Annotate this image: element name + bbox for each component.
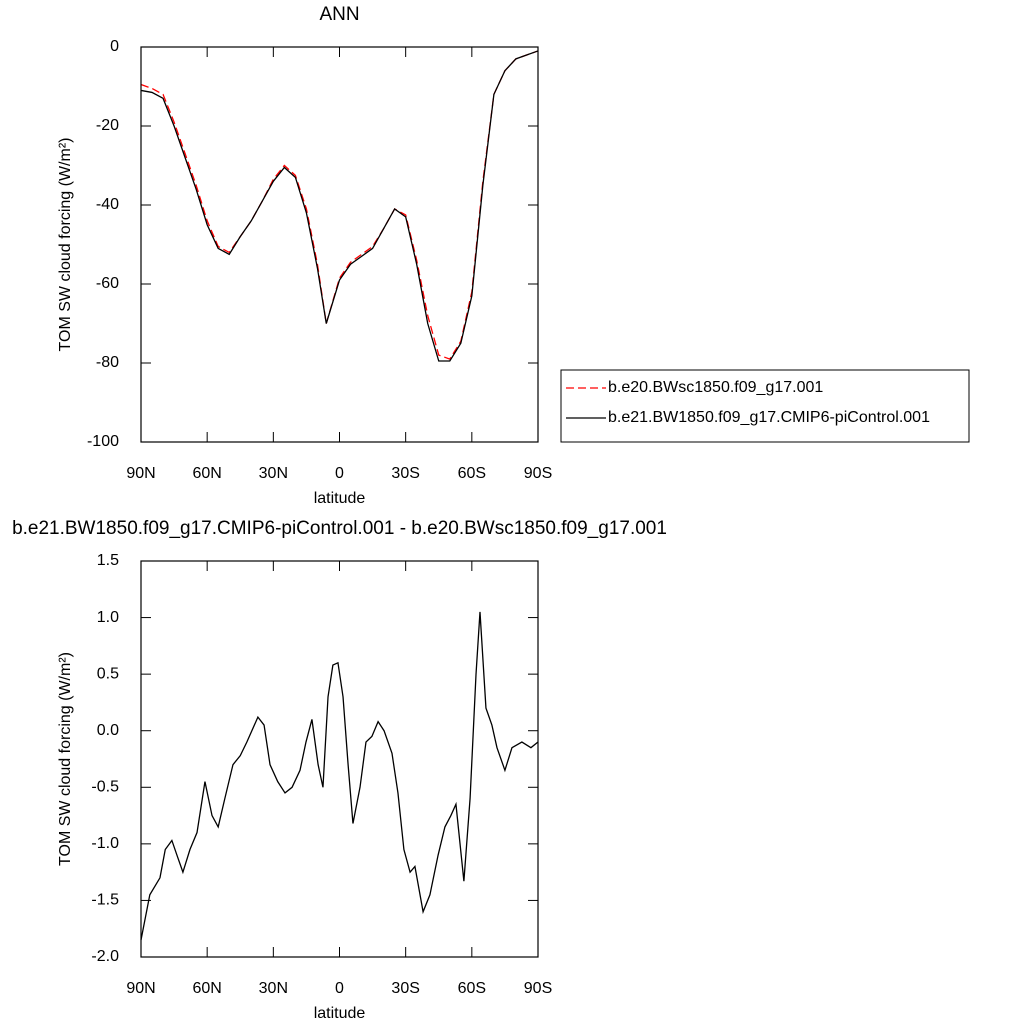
x-tick-label: 0 bbox=[335, 980, 344, 997]
y-tick-label: 0.5 bbox=[97, 665, 119, 682]
y-tick-label: 0.0 bbox=[97, 722, 119, 739]
y-tick-label: -1.0 bbox=[91, 835, 119, 852]
y-tick-label: 1.0 bbox=[97, 609, 119, 626]
legend-label: b.e20.BWsc1850.f09_g17.001 bbox=[608, 379, 823, 396]
x-tick-label: 60S bbox=[458, 980, 486, 997]
y-axis-label: TOM SW cloud forcing (W/m²) bbox=[57, 652, 74, 866]
x-tick-label: 90S bbox=[524, 980, 552, 997]
x-axis-label: latitude bbox=[314, 490, 366, 507]
x-tick-label: 90N bbox=[126, 980, 155, 997]
x-axis-label: latitude bbox=[314, 1005, 366, 1022]
chart-title: b.e21.BW1850.f09_g17.CMIP6-piControl.001… bbox=[12, 518, 667, 539]
plot-frame bbox=[140, 560, 539, 958]
x-tick-label: 90S bbox=[524, 465, 552, 482]
x-tick-label: 60N bbox=[192, 465, 221, 482]
x-tick-label: 30N bbox=[259, 465, 288, 482]
plot-frame bbox=[140, 46, 539, 443]
x-tick-label: 90N bbox=[126, 465, 155, 482]
y-tick-label: 1.5 bbox=[97, 552, 119, 569]
y-tick-label: -20 bbox=[96, 117, 119, 134]
data-line bbox=[140, 50, 539, 362]
chart-title: ANN bbox=[319, 4, 359, 25]
x-tick-label: 30S bbox=[391, 465, 419, 482]
y-tick-label: -1.5 bbox=[91, 892, 119, 909]
x-tick-label: 60S bbox=[458, 465, 486, 482]
y-tick-label: -2.0 bbox=[91, 948, 119, 965]
x-tick-label: 30S bbox=[391, 980, 419, 997]
y-tick-label: -60 bbox=[96, 275, 119, 292]
legend-box bbox=[560, 369, 970, 443]
x-tick-label: 0 bbox=[335, 465, 344, 482]
x-tick-label: 60N bbox=[192, 980, 221, 997]
y-tick-label: 0 bbox=[110, 38, 119, 55]
y-tick-label: -40 bbox=[96, 196, 119, 213]
y-axis-label: TOM SW cloud forcing (W/m²) bbox=[57, 138, 74, 352]
y-tick-label: -80 bbox=[96, 354, 119, 371]
x-tick-label: 30N bbox=[259, 980, 288, 997]
y-tick-label: -100 bbox=[87, 433, 119, 450]
data-line bbox=[140, 611, 539, 941]
y-tick-label: -0.5 bbox=[91, 779, 119, 796]
legend-label: b.e21.BW1850.f09_g17.CMIP6-piControl.001 bbox=[608, 409, 930, 426]
